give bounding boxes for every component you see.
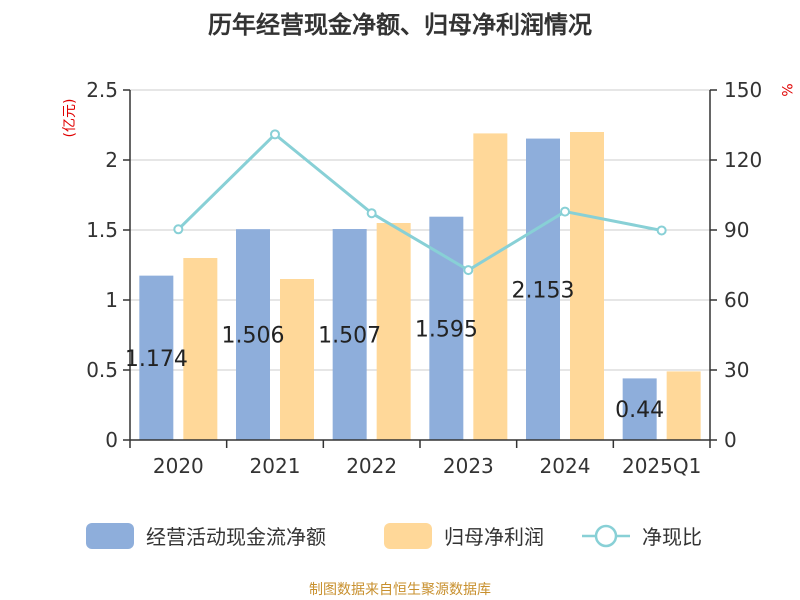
- bar-profit: [666, 371, 701, 440]
- bar-data-label: 1.506: [222, 324, 285, 349]
- source-note: 制图数据来自恒生聚源数据库: [309, 582, 491, 598]
- ratio-point: [366, 208, 377, 219]
- y-right-tick-label: 90: [724, 218, 749, 242]
- bar-profit: [473, 133, 508, 440]
- bar-data-label: 1.507: [318, 324, 381, 349]
- bar-profit: [570, 132, 604, 440]
- bar-profit: [183, 258, 218, 440]
- bar-data-label: 1.595: [415, 317, 478, 342]
- bar-cashflow: [622, 378, 657, 440]
- bar-cashflow: [236, 229, 270, 440]
- legend-ratio-marker: [594, 524, 618, 548]
- legend: 经营活动现金流净额 归母净利润 净现比: [86, 523, 702, 549]
- legend-cashflow-swatch: [86, 523, 134, 549]
- legend-profit-swatch: [384, 523, 432, 549]
- ratio-point: [656, 225, 667, 236]
- y-right-tick-label: 0: [724, 428, 737, 452]
- y-right-tick-label: 150: [724, 78, 762, 102]
- y-right-tick-label: 60: [724, 288, 749, 312]
- x-tick-label: 2025Q1: [622, 454, 701, 478]
- x-tick-label: 2020: [153, 454, 204, 478]
- gridlines: [130, 89, 710, 371]
- ratio-point: [560, 206, 570, 217]
- bar-profit: [280, 279, 314, 440]
- y-right-tick-label: 120: [724, 148, 762, 172]
- bars: [139, 132, 701, 440]
- x-tick-label: 2022: [346, 454, 397, 478]
- bar-data-label: 1.174: [125, 347, 188, 372]
- legend-cashflow-label: 经营活动现金流净额: [146, 525, 326, 549]
- bar-profit: [376, 223, 411, 440]
- y-left-tick-label: 0.5: [86, 358, 118, 382]
- chart-title: 历年经营现金净额、归母净利润情况: [208, 11, 592, 39]
- x-tick-label: 2024: [540, 454, 591, 478]
- bar-cashflow: [332, 229, 367, 440]
- y-left-tick-label: 0: [105, 428, 118, 452]
- ratio-line: [173, 129, 667, 276]
- bar-cashflow: [429, 216, 464, 440]
- ratio-point: [173, 224, 184, 235]
- bar-cashflow: [139, 275, 174, 440]
- y-left-unit: (亿元): [62, 99, 78, 138]
- legend-ratio-label: 净现比: [642, 525, 702, 549]
- axes: 0 0.5 1 1.5 2 2.5 0 30 60 90 120 150 2020 2021 2022 202…: [86, 78, 762, 478]
- bar-cashflow: [526, 138, 560, 440]
- x-tick-label: 2023: [443, 454, 494, 478]
- x-tick-label: 2021: [250, 454, 301, 478]
- y-left-tick-label: 2: [105, 148, 118, 172]
- bar-data-label: 2.153: [512, 278, 575, 303]
- y-left-tick-label: 1.5: [86, 218, 118, 242]
- ratio-line-path: [177, 132, 662, 272]
- y-left-tick-label: 2.5: [86, 78, 118, 102]
- data-labels: 1.174 1.506 1.507 1.595 2.153 0.44: [125, 278, 664, 423]
- y-left-tick-label: 1: [105, 288, 118, 312]
- ratio-point: [270, 129, 280, 140]
- y-right-unit: %: [778, 83, 794, 96]
- ratio-point: [463, 265, 474, 276]
- legend-profit-label: 归母净利润: [444, 525, 544, 549]
- bar-data-label: 0.44: [615, 398, 664, 423]
- y-right-tick-label: 30: [724, 358, 749, 382]
